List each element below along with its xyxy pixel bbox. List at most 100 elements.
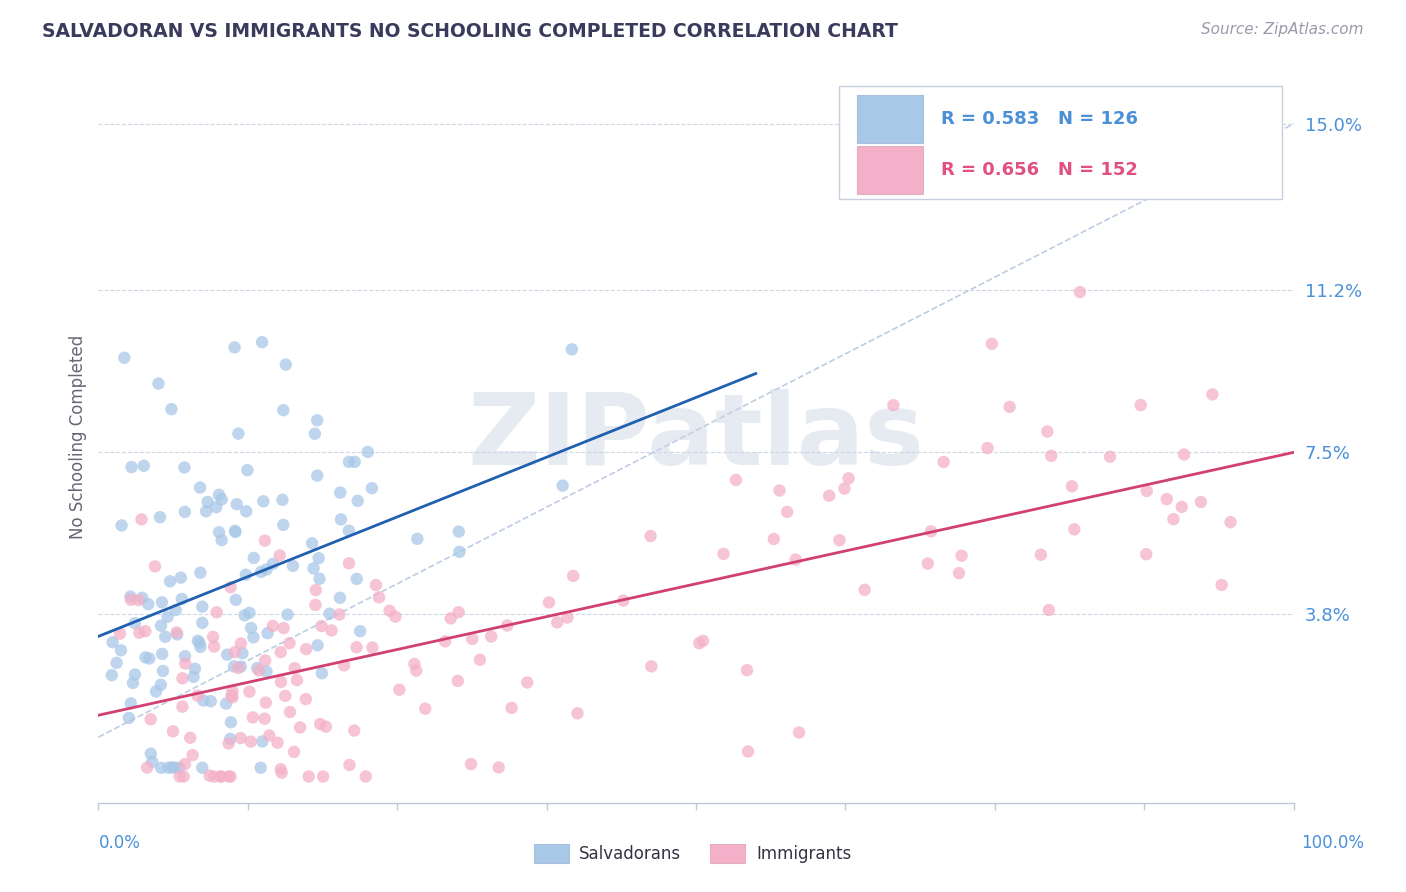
Point xyxy=(217,648,239,662)
Point xyxy=(148,376,170,391)
Point xyxy=(149,510,172,524)
Point xyxy=(169,770,191,784)
Point xyxy=(211,492,233,507)
Point xyxy=(346,493,368,508)
Point xyxy=(479,630,502,644)
Point xyxy=(253,712,276,726)
Point xyxy=(271,492,294,507)
Text: 100.0%: 100.0% xyxy=(1301,834,1364,852)
Point xyxy=(122,676,145,690)
Point xyxy=(242,631,264,645)
Point xyxy=(162,724,184,739)
Point xyxy=(329,591,352,605)
Point xyxy=(136,760,159,774)
Point xyxy=(170,591,193,606)
Point xyxy=(202,770,225,784)
Point xyxy=(141,755,163,769)
Point xyxy=(405,664,427,678)
Text: R = 0.656   N = 152: R = 0.656 N = 152 xyxy=(941,161,1137,179)
Point xyxy=(688,636,710,650)
Point xyxy=(215,697,238,711)
Point xyxy=(567,706,589,721)
Point xyxy=(273,403,295,417)
Point xyxy=(224,524,246,539)
Point xyxy=(121,460,143,475)
Point xyxy=(173,460,195,475)
Point xyxy=(183,670,205,684)
Point xyxy=(305,583,328,598)
Point xyxy=(328,607,350,622)
Point xyxy=(190,566,212,580)
Point xyxy=(1060,479,1083,493)
Point xyxy=(198,769,221,783)
Point xyxy=(312,770,335,784)
Point xyxy=(222,659,245,673)
Point xyxy=(221,684,243,698)
Point xyxy=(249,761,271,775)
Point xyxy=(640,529,662,543)
Point xyxy=(537,595,560,609)
Point xyxy=(346,640,368,655)
Point xyxy=(337,557,360,571)
Point xyxy=(165,603,187,617)
Point xyxy=(281,558,304,573)
Point xyxy=(139,747,162,761)
Point xyxy=(434,634,457,648)
Point xyxy=(128,593,150,607)
Point xyxy=(235,567,257,582)
Point xyxy=(110,643,132,657)
Point xyxy=(247,664,270,678)
Point xyxy=(329,512,352,526)
Y-axis label: No Schooling Completed: No Schooling Completed xyxy=(69,335,87,539)
Point xyxy=(143,559,166,574)
Point xyxy=(917,557,939,571)
Point xyxy=(787,725,810,739)
Point xyxy=(169,761,191,775)
Point xyxy=(315,720,337,734)
Point xyxy=(205,500,228,515)
Point xyxy=(239,734,262,748)
Point xyxy=(226,661,249,675)
Point xyxy=(193,693,215,707)
Point xyxy=(640,659,662,673)
Point xyxy=(221,689,243,703)
Point xyxy=(202,640,225,654)
Point xyxy=(768,483,790,498)
Point xyxy=(150,647,173,661)
Point xyxy=(197,495,219,509)
Point xyxy=(329,485,352,500)
Point xyxy=(321,624,343,638)
Point xyxy=(124,667,146,681)
Point xyxy=(516,675,538,690)
Point xyxy=(229,659,252,673)
Text: R = 0.583   N = 126: R = 0.583 N = 126 xyxy=(941,110,1137,128)
Point xyxy=(762,532,785,546)
Point xyxy=(692,633,714,648)
Point xyxy=(252,494,274,508)
Point xyxy=(304,426,326,441)
Point xyxy=(149,678,172,692)
Point xyxy=(368,591,391,605)
Point xyxy=(218,737,240,751)
Point xyxy=(219,580,242,594)
Point xyxy=(219,731,242,746)
Point xyxy=(150,618,173,632)
FancyBboxPatch shape xyxy=(839,86,1282,200)
Point xyxy=(208,488,231,502)
Point xyxy=(270,675,292,690)
Point xyxy=(561,343,583,357)
Point xyxy=(219,715,242,730)
Text: ZIPatlas: ZIPatlas xyxy=(468,389,924,485)
Point xyxy=(209,770,232,784)
Point xyxy=(449,545,471,559)
Point xyxy=(100,668,122,682)
Point xyxy=(776,505,799,519)
Point xyxy=(236,463,259,477)
Point xyxy=(1189,495,1212,509)
Point xyxy=(271,517,294,532)
Point xyxy=(735,663,758,677)
Point xyxy=(150,761,173,775)
Point xyxy=(112,351,135,365)
Point xyxy=(160,402,183,417)
Point xyxy=(546,615,568,630)
